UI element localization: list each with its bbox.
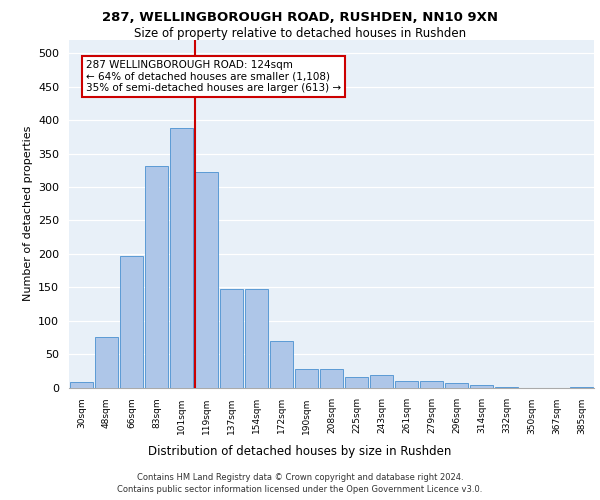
- Bar: [295, 369, 318, 388]
- Bar: [170, 128, 193, 388]
- Bar: [470, 386, 493, 388]
- Text: 287 WELLINGBOROUGH ROAD: 124sqm
← 64% of detached houses are smaller (1,108)
35%: 287 WELLINGBOROUGH ROAD: 124sqm ← 64% of…: [86, 60, 341, 93]
- Text: 287, WELLINGBOROUGH ROAD, RUSHDEN, NN10 9XN: 287, WELLINGBOROUGH ROAD, RUSHDEN, NN10 …: [102, 11, 498, 24]
- Bar: [320, 369, 343, 388]
- Bar: [195, 172, 218, 388]
- Bar: [270, 340, 293, 388]
- Bar: [345, 378, 368, 388]
- Text: Contains HM Land Registry data © Crown copyright and database right 2024.: Contains HM Land Registry data © Crown c…: [137, 472, 463, 482]
- Text: Contains public sector information licensed under the Open Government Licence v3: Contains public sector information licen…: [118, 485, 482, 494]
- Bar: [220, 288, 243, 388]
- Bar: [145, 166, 168, 388]
- Bar: [70, 382, 93, 388]
- Y-axis label: Number of detached properties: Number of detached properties: [23, 126, 32, 302]
- Bar: [495, 387, 518, 388]
- Bar: [120, 256, 143, 388]
- Bar: [445, 384, 468, 388]
- Text: Size of property relative to detached houses in Rushden: Size of property relative to detached ho…: [134, 28, 466, 40]
- Text: Distribution of detached houses by size in Rushden: Distribution of detached houses by size …: [148, 445, 452, 458]
- Bar: [420, 381, 443, 388]
- Bar: [570, 387, 593, 388]
- Bar: [95, 338, 118, 388]
- Bar: [370, 376, 393, 388]
- Bar: [395, 381, 418, 388]
- Bar: [245, 288, 268, 388]
